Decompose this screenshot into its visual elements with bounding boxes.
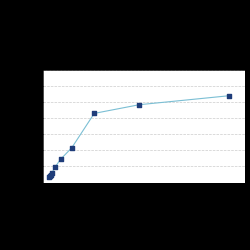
Point (137, 103, 141, 107)
Point (50, 170, 54, 174)
Point (47, 175, 51, 179)
Point (227, 94, 231, 98)
X-axis label: Mouse DEAF1
Concentration (pg/ml): Mouse DEAF1 Concentration (pg/ml) (109, 198, 178, 209)
Y-axis label: OD: OD (13, 120, 22, 132)
Point (53, 166, 57, 170)
Point (92, 112, 96, 116)
Point (58, 157, 62, 161)
Point (48, 174, 52, 178)
Point (49, 173, 53, 177)
Point (70, 146, 74, 150)
